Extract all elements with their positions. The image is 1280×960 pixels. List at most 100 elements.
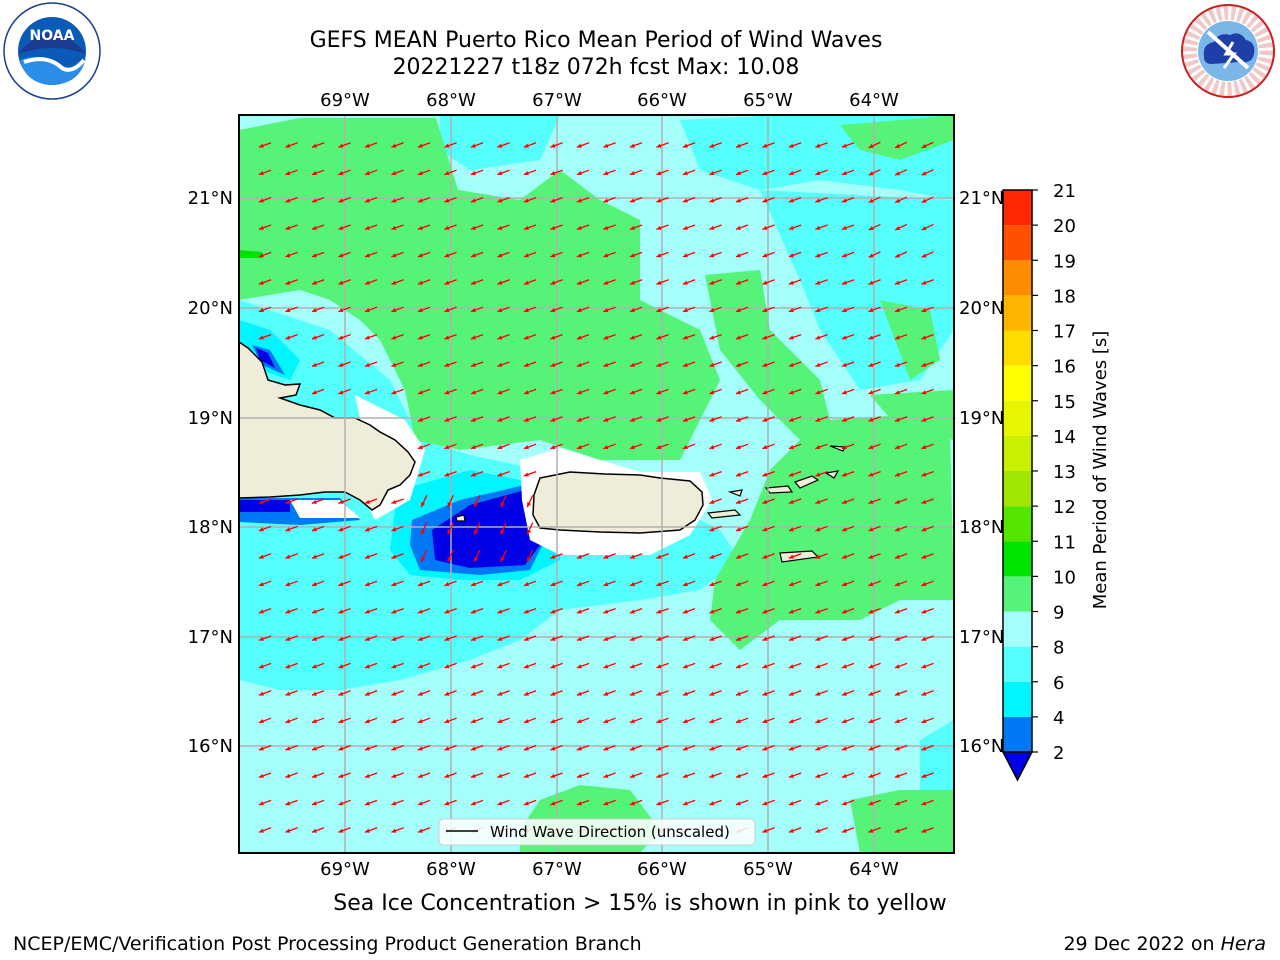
arrow-head-icon bbox=[497, 445, 503, 450]
arrow-head-icon bbox=[444, 280, 450, 285]
arrow-head-icon bbox=[788, 582, 794, 587]
arrow-head-icon bbox=[629, 308, 635, 313]
arrow-head-icon bbox=[841, 582, 847, 587]
arrow-head-icon bbox=[311, 691, 317, 696]
arrow-head-icon bbox=[576, 691, 582, 696]
arrow-head-icon bbox=[841, 390, 847, 395]
arrow-head-icon bbox=[311, 554, 317, 559]
arrow-head-icon bbox=[417, 472, 423, 477]
arrow-head-icon bbox=[656, 171, 662, 176]
arrow-head-icon bbox=[603, 143, 609, 148]
arrow-head-icon bbox=[417, 445, 423, 450]
arrow-head-icon bbox=[391, 773, 397, 778]
arrow-head-icon bbox=[894, 828, 900, 833]
arrow-head-icon bbox=[682, 280, 688, 285]
arrow-head-icon bbox=[841, 253, 847, 258]
arrow-head-icon bbox=[762, 609, 768, 614]
colorbar-band bbox=[1003, 716, 1032, 752]
arrow-head-icon bbox=[391, 746, 397, 751]
arrow-head-icon bbox=[762, 472, 768, 477]
arrow-head-icon bbox=[444, 691, 450, 696]
arrow-head-icon bbox=[868, 445, 874, 450]
arrow-head-icon bbox=[762, 280, 768, 285]
arrow-head-icon bbox=[470, 362, 476, 367]
arrow-head-icon bbox=[364, 636, 370, 641]
arrow-head-icon bbox=[895, 198, 901, 203]
arrow-head-icon bbox=[762, 362, 768, 367]
arrow-head-icon bbox=[497, 801, 503, 806]
arrow-head-icon bbox=[709, 499, 715, 504]
arrow-head-icon bbox=[709, 362, 715, 367]
arrow-head-icon bbox=[285, 143, 291, 148]
arrow-head-icon bbox=[497, 417, 503, 422]
arrow-head-icon bbox=[762, 773, 768, 778]
arrow-head-icon bbox=[576, 280, 582, 285]
arrow-head-icon bbox=[576, 636, 582, 641]
arrow-head-icon bbox=[921, 691, 927, 696]
arrow-head-icon bbox=[364, 746, 370, 751]
arrow-head-icon bbox=[895, 171, 901, 176]
arrow-head-icon bbox=[417, 198, 423, 203]
arrow-head-icon bbox=[364, 253, 370, 258]
arrow-head-icon bbox=[338, 335, 344, 340]
arrow-head-icon bbox=[470, 746, 476, 751]
arrow-head-icon bbox=[417, 636, 423, 641]
chart-title: GEFS MEAN Puerto Rico Mean Period of Win… bbox=[309, 28, 883, 53]
arrow-head-icon bbox=[788, 171, 794, 176]
arrow-head-icon bbox=[550, 390, 556, 395]
arrow-head-icon bbox=[444, 253, 450, 258]
arrow-head-icon bbox=[921, 445, 927, 450]
colorbar-tick-label: 18 bbox=[1053, 286, 1076, 307]
arrow-head-icon bbox=[709, 664, 715, 669]
arrow-head-icon bbox=[444, 664, 450, 669]
lon-label: 65°W bbox=[743, 90, 793, 111]
arrow-head-icon bbox=[841, 527, 847, 532]
lat-label: 18°N bbox=[959, 517, 1004, 538]
arrow-head-icon bbox=[497, 171, 503, 176]
arrow-head-icon bbox=[762, 582, 768, 587]
arrow-head-icon bbox=[311, 253, 317, 258]
arrow-head-icon bbox=[656, 225, 662, 230]
arrow-head-icon bbox=[470, 417, 476, 422]
arrow-head-icon bbox=[735, 335, 741, 340]
arrow-head-icon bbox=[497, 143, 503, 148]
arrow-head-icon bbox=[258, 582, 264, 587]
arrow-head-icon bbox=[841, 225, 847, 230]
arrow-head-icon bbox=[603, 773, 609, 778]
arrow-head-icon bbox=[868, 609, 874, 614]
arrow-head-icon bbox=[576, 773, 582, 778]
arrow-head-icon bbox=[841, 417, 847, 422]
arrow-head-icon bbox=[921, 171, 927, 176]
arrow-head-icon bbox=[497, 773, 503, 778]
lat-label: 19°N bbox=[959, 408, 1004, 429]
arrow-head-icon bbox=[762, 828, 768, 833]
arrow-head-icon bbox=[709, 171, 715, 176]
arrow-head-icon bbox=[682, 554, 688, 559]
arrow-head-icon bbox=[815, 390, 821, 395]
arrow-head-icon bbox=[258, 554, 264, 559]
arrow-head-icon bbox=[338, 801, 344, 806]
arrow-head-icon bbox=[364, 362, 370, 367]
arrow-head-icon bbox=[735, 253, 741, 258]
arrow-head-icon bbox=[788, 746, 794, 751]
arrow-head-icon bbox=[364, 225, 370, 230]
arrow-head-icon bbox=[656, 719, 662, 724]
chart-subtitle: 20221227 t18z 072h fcst Max: 10.08 bbox=[392, 55, 800, 80]
lon-label: 64°W bbox=[849, 90, 899, 111]
arrow-head-icon bbox=[894, 335, 900, 340]
arrow-head-icon bbox=[868, 527, 874, 532]
lat-label: 16°N bbox=[188, 736, 233, 757]
arrow-head-icon bbox=[656, 308, 662, 313]
arrow-head-icon bbox=[841, 746, 847, 751]
arrow-head-icon bbox=[550, 308, 556, 313]
arrow-head-icon bbox=[868, 828, 874, 833]
arrow-head-icon bbox=[709, 582, 715, 587]
arrow-head-icon bbox=[391, 664, 397, 669]
arrow-head-icon bbox=[762, 719, 768, 724]
arrow-head-icon bbox=[527, 502, 532, 508]
arrow-head-icon bbox=[444, 225, 450, 230]
arrow-head-icon bbox=[868, 390, 874, 395]
arrow-head-icon bbox=[364, 143, 370, 148]
arrow-head-icon bbox=[417, 582, 423, 587]
